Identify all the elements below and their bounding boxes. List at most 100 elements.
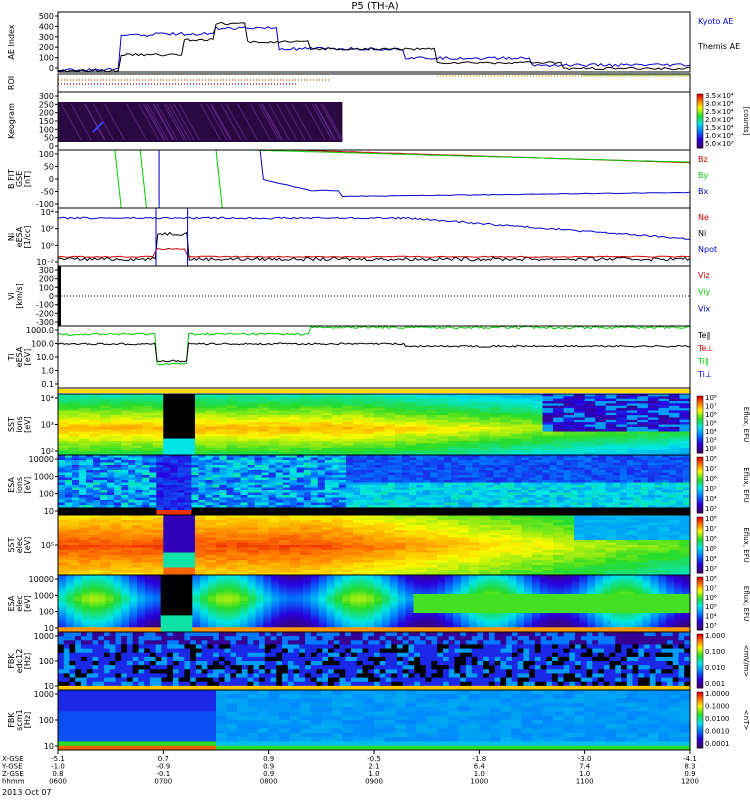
y-axis-label: B FIT bbox=[7, 169, 16, 189]
x-row-label: X-GSE bbox=[2, 755, 24, 763]
y-tick-label: 300 bbox=[39, 266, 54, 275]
x-tick-label: 6.4 bbox=[474, 763, 486, 771]
panel-bfield-plot bbox=[114, 150, 122, 208]
panel-fbk_b-plot bbox=[58, 690, 690, 750]
y-tick-label: 10⁻² bbox=[36, 258, 54, 267]
series-line bbox=[58, 26, 690, 72]
y-tick-label: 150 bbox=[39, 117, 54, 126]
colorbar-tick-label: 10⁴ bbox=[705, 555, 717, 563]
colorbar-tick-label: 10⁸ bbox=[705, 394, 717, 402]
y-tick-label: 10⁴ bbox=[41, 208, 54, 217]
x-tick-label: -0.5 bbox=[367, 755, 381, 763]
y-axis-label: ions bbox=[15, 477, 24, 493]
y-tick-label: 200 bbox=[39, 109, 54, 118]
y-axis-label: Ni bbox=[7, 233, 16, 241]
x-tick-label: 0.9 bbox=[263, 763, 274, 771]
x-tick-label: -1.8 bbox=[472, 755, 486, 763]
x-tick-label: 0.9 bbox=[263, 770, 274, 778]
panel-bfield-plot bbox=[139, 150, 147, 208]
y-tick-label: 100 bbox=[39, 657, 54, 666]
series-line bbox=[259, 150, 690, 198]
x-tick-label: 1.0 bbox=[368, 770, 379, 778]
y-tick-label: 10000 bbox=[29, 455, 54, 464]
legend-entry: Viz bbox=[698, 271, 710, 280]
y-axis-label: [km/s] bbox=[15, 283, 24, 309]
y-axis-label: eESA bbox=[15, 226, 24, 247]
legend-entry: Npot bbox=[698, 245, 717, 254]
legend-entry: Kyoto AE bbox=[698, 17, 733, 26]
x-tick-label: 1.0 bbox=[474, 770, 485, 778]
x-tick-label: 0800 bbox=[260, 778, 278, 786]
colorbar-tick-label: 10⁶ bbox=[705, 475, 717, 483]
x-tick-label: 0700 bbox=[154, 778, 172, 786]
colorbar-tick-label: 0.001 bbox=[705, 680, 725, 688]
y-tick-label: 10 bbox=[44, 624, 54, 633]
panel-status-plot bbox=[58, 389, 690, 393]
y-axis-label: edc12 bbox=[15, 649, 24, 674]
plot-title: P5 (TH-A) bbox=[351, 1, 398, 12]
colorbar-title: <nT> bbox=[742, 710, 750, 731]
y-tick-label: -50 bbox=[41, 188, 54, 197]
colorbar-tick-label: 10⁵ bbox=[705, 485, 717, 493]
colorbar-tick-label: 0.100 bbox=[705, 648, 725, 656]
y-tick-label: 0 bbox=[49, 142, 54, 151]
panel-keogram-plot bbox=[58, 102, 344, 142]
y-tick-label: 200 bbox=[39, 43, 54, 52]
y-tick-label: 10000 bbox=[29, 575, 54, 584]
colorbar bbox=[696, 93, 704, 149]
y-axis-label: Ti bbox=[7, 354, 16, 362]
colorbar-tick-label: 10³ bbox=[705, 505, 717, 513]
y-tick-label: 1000 bbox=[34, 591, 54, 600]
colorbar-tick-label: 3.0×10⁴ bbox=[705, 100, 734, 108]
panel-velocity-plot bbox=[58, 266, 690, 326]
colorbar-tick-label: 10⁸ bbox=[705, 575, 717, 583]
panel-fbk_e-plot bbox=[58, 632, 690, 690]
colorbar-tick-label: 10⁷ bbox=[705, 584, 717, 592]
x-tick-label: 0600 bbox=[49, 778, 67, 786]
colorbar-tick-label: 10⁶ bbox=[705, 594, 717, 602]
y-tick-label: 10 bbox=[44, 742, 54, 751]
y-axis-label: SST bbox=[7, 537, 16, 552]
y-tick-label: 10⁰ bbox=[41, 241, 54, 250]
y-axis-label: ROI bbox=[7, 76, 16, 90]
series-line bbox=[58, 216, 690, 240]
y-tick-label: -100 bbox=[36, 301, 54, 310]
x-tick-label: -3.0 bbox=[578, 755, 592, 763]
y-axis-label: [eV] bbox=[23, 537, 32, 554]
x-tick-label: -5.1 bbox=[51, 755, 65, 763]
y-axis-label: [Hz] bbox=[23, 653, 32, 669]
y-axis-label: ESA bbox=[7, 595, 16, 611]
legend-entry: Bx bbox=[698, 187, 708, 196]
colorbar-tick-label: 10³ bbox=[705, 437, 717, 445]
colorbar-tick-label: 10⁶ bbox=[705, 535, 717, 543]
y-tick-label: 100 bbox=[39, 283, 54, 292]
x-tick-label: 7.4 bbox=[579, 763, 591, 771]
colorbar-title: [counts] bbox=[742, 107, 750, 136]
x-tick-label: 8.3 bbox=[684, 763, 695, 771]
y-axis-label: Vi bbox=[7, 292, 16, 300]
panel-roi-frame bbox=[57, 73, 691, 93]
colorbar-tick-label: 10⁵ bbox=[705, 545, 717, 553]
panel-sst_e-plot bbox=[58, 515, 690, 575]
panel-temp-frame bbox=[57, 325, 691, 389]
date-label: 2013 Oct 07 bbox=[2, 788, 51, 797]
colorbar-tick-label: 0.1000 bbox=[705, 703, 730, 711]
y-tick-label: 10² bbox=[41, 225, 54, 234]
y-tick-label: 10 bbox=[44, 507, 54, 516]
panel-esa_i-plot bbox=[58, 455, 690, 515]
colorbar-tick-label: 0.0100 bbox=[705, 715, 730, 723]
legend-entry: Ni bbox=[698, 229, 706, 238]
y-tick-label: 10 bbox=[44, 682, 54, 691]
legend-entry: Te⊥ bbox=[697, 344, 713, 353]
y-axis-label: ESA bbox=[7, 477, 16, 493]
panel-bfield-frame bbox=[57, 149, 691, 209]
y-tick-label: 100.0 bbox=[31, 340, 54, 349]
colorbar-tick-label: 10⁵ bbox=[705, 603, 717, 611]
y-tick-label: 400 bbox=[39, 22, 54, 31]
panel-roi-plot bbox=[58, 74, 690, 85]
y-tick-label: -100 bbox=[36, 200, 54, 209]
series-line bbox=[58, 342, 690, 363]
colorbar-title: Eflux, EFU bbox=[742, 586, 750, 621]
y-tick-label: 1000.0 bbox=[26, 326, 54, 335]
y-tick-label: 100 bbox=[39, 716, 54, 725]
